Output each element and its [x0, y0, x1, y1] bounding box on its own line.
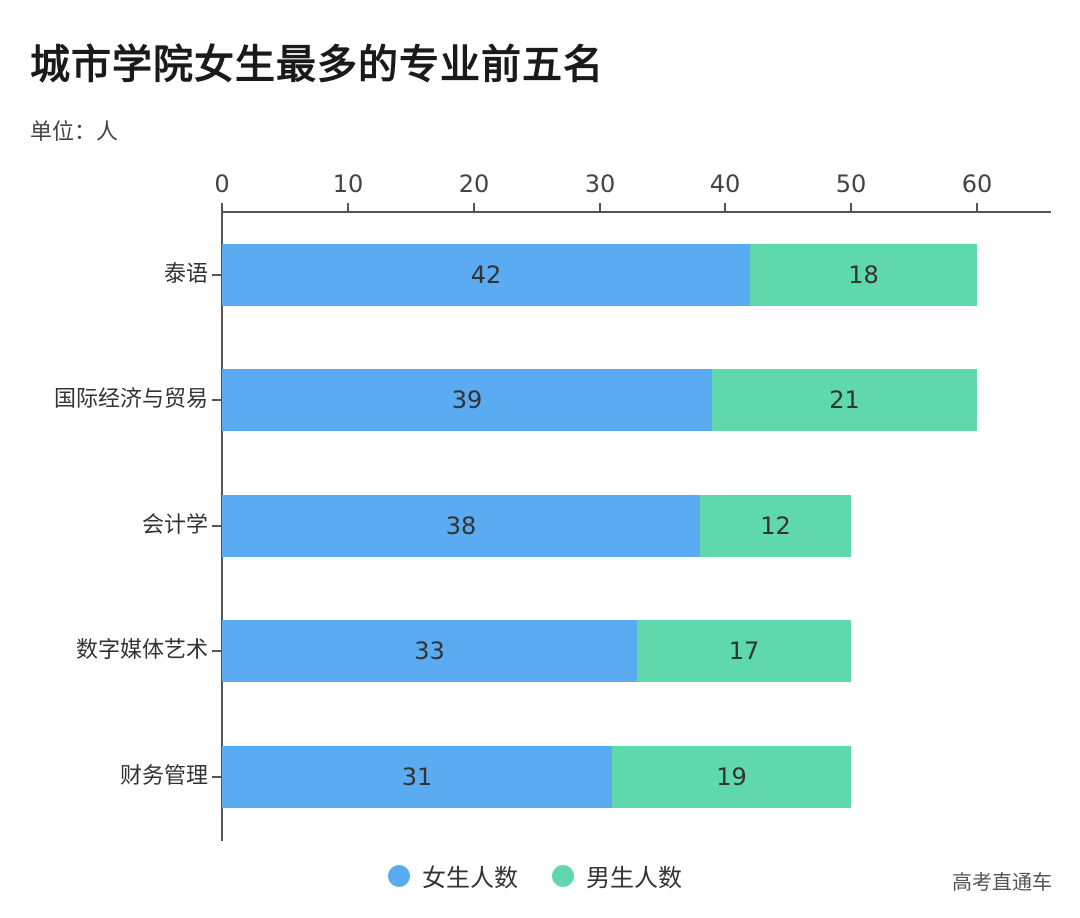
legend-label: 男生人数	[586, 864, 682, 892]
legend-item-male[interactable]: 男生人数	[552, 858, 682, 893]
legend-item-female[interactable]: 女生人数	[388, 858, 518, 893]
x-tick-label: 0	[214, 170, 230, 198]
x-tick-mark	[221, 203, 223, 212]
x-tick-mark	[473, 203, 475, 212]
legend-dot-icon	[388, 864, 410, 887]
category-label: 数字媒体艺术	[75, 638, 208, 663]
x-tick-mark	[976, 203, 978, 212]
x-tick-mark	[850, 203, 852, 212]
bar-male: 18	[750, 244, 977, 306]
x-axis-line	[221, 211, 1051, 213]
y-tick-mark	[212, 399, 221, 401]
category-label: 泰语	[163, 262, 208, 287]
bar-row: 财务管理 31 19	[0, 746, 1080, 808]
legend-dot-icon	[552, 864, 574, 887]
x-tick-label: 10	[332, 170, 364, 198]
chart-legend: 女生人数 男生人数	[388, 858, 716, 893]
x-tick-label: 50	[835, 170, 867, 198]
bar-female: 33	[222, 620, 637, 682]
x-tick-mark	[599, 203, 601, 212]
bar-female: 39	[222, 369, 712, 431]
bar-female: 38	[222, 495, 700, 557]
bar-male: 12	[700, 495, 851, 557]
unit-label: 单位：人	[30, 120, 119, 145]
bar-row: 会计学 38 12	[0, 495, 1080, 557]
x-tick-label: 20	[458, 170, 490, 198]
bar-male: 19	[612, 746, 851, 808]
y-tick-mark	[212, 776, 221, 778]
x-tick-mark	[724, 203, 726, 212]
bar-male: 21	[712, 369, 977, 431]
watermark: 高考直通车	[952, 870, 1052, 894]
x-tick-label: 40	[709, 170, 741, 198]
category-label: 财务管理	[119, 764, 208, 789]
bar-row: 国际经济与贸易 39 21	[0, 369, 1080, 431]
chart-title: 城市学院女生最多的专业前五名	[30, 42, 604, 88]
category-label: 会计学	[141, 513, 208, 538]
y-tick-mark	[212, 650, 221, 652]
y-tick-mark	[212, 525, 221, 527]
y-tick-mark	[212, 274, 221, 276]
legend-label: 女生人数	[422, 864, 518, 892]
bar-row: 数字媒体艺术 33 17	[0, 620, 1080, 682]
bar-female: 42	[222, 244, 750, 306]
bar-row: 泰语 42 18	[0, 244, 1080, 306]
x-tick-mark	[347, 203, 349, 212]
bar-male: 17	[637, 620, 851, 682]
x-tick-label: 60	[961, 170, 993, 198]
bar-female: 31	[222, 746, 612, 808]
category-label: 国际经济与贸易	[53, 387, 208, 412]
x-tick-label: 30	[584, 170, 616, 198]
